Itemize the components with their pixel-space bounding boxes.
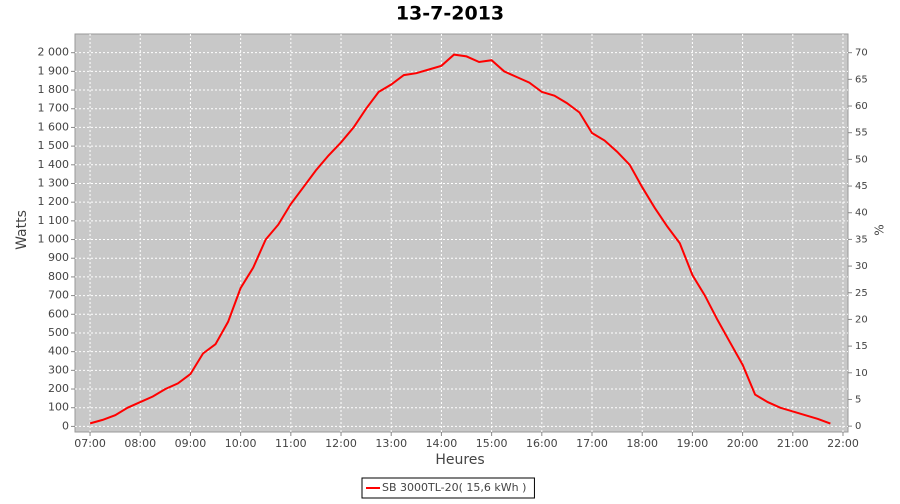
y-tick-label: 600 — [48, 307, 69, 320]
x-axis-label: Heures — [435, 452, 484, 468]
legend-label: SB 3000TL-20( 15,6 kWh ) — [382, 481, 526, 494]
x-tick-label: 12:00 — [325, 437, 357, 450]
y-tick-label: 1 600 — [38, 120, 70, 133]
y2-tick-label: 65 — [855, 74, 868, 85]
y-tick-label: 1 500 — [38, 139, 70, 152]
y-tick-label: 800 — [48, 270, 69, 283]
x-tick-label: 14:00 — [426, 437, 458, 450]
y2-tick-label: 5 — [855, 394, 861, 405]
y2-axis-label: % — [873, 224, 887, 235]
y2-tick-label: 10 — [855, 368, 868, 379]
x-tick-label: 15:00 — [476, 437, 508, 450]
y-tick-label: 1 100 — [38, 214, 70, 227]
y-tick-label: 900 — [48, 251, 69, 264]
x-tick-label: 07:00 — [74, 437, 106, 450]
y2-tick-label: 30 — [855, 261, 868, 272]
y2-tick-label: 45 — [855, 181, 868, 192]
x-tick-label: 10:00 — [225, 437, 257, 450]
x-tick-label: 18:00 — [626, 437, 658, 450]
y2-tick-label: 0 — [855, 421, 861, 432]
plot-area — [74, 33, 849, 433]
y2-tick-label: 25 — [855, 288, 868, 299]
y-axis-label: Watts — [14, 210, 30, 250]
y2-tick-label: 50 — [855, 154, 868, 165]
y-tick-label: 1 000 — [38, 233, 70, 246]
y-tick-label: 1 900 — [38, 64, 70, 77]
y2-tick-label: 35 — [855, 234, 868, 245]
y2-tick-label: 20 — [855, 314, 868, 325]
x-tick-label: 21:00 — [777, 437, 809, 450]
legend: SB 3000TL-20( 15,6 kWh ) — [361, 477, 535, 499]
y2-tick-label: 70 — [855, 48, 868, 59]
data-line — [89, 53, 831, 425]
y-tick-label: 200 — [48, 382, 69, 395]
y-tick-label: 400 — [48, 345, 69, 358]
y-tick-label: 700 — [48, 289, 69, 302]
y2-tick-label: 60 — [855, 101, 868, 112]
y2-tick-label: 40 — [855, 208, 868, 219]
y-tick-label: 1 400 — [38, 158, 70, 171]
y2-tick-label: 55 — [855, 128, 868, 139]
chart-title: 13-7-2013 — [396, 3, 504, 25]
y-tick-label: 100 — [48, 401, 69, 414]
x-tick-label: 22:00 — [827, 437, 859, 450]
x-tick-label: 16:00 — [526, 437, 558, 450]
y-tick-label: 1 800 — [38, 83, 70, 96]
x-tick-label: 17:00 — [576, 437, 608, 450]
y-tick-label: 2 000 — [38, 46, 70, 59]
x-tick-label: 08:00 — [124, 437, 156, 450]
y-tick-label: 1 200 — [38, 195, 70, 208]
x-tick-label: 20:00 — [727, 437, 759, 450]
y-tick-label: 1 300 — [38, 176, 70, 189]
y-tick-label: 300 — [48, 363, 69, 376]
x-tick-label: 11:00 — [275, 437, 307, 450]
legend-box — [361, 477, 535, 499]
x-tick-label: 09:00 — [175, 437, 207, 450]
y2-tick-label: 15 — [855, 341, 868, 352]
y-tick-label: 0 — [62, 419, 69, 432]
x-tick-label: 13:00 — [375, 437, 407, 450]
x-tick-label: 19:00 — [677, 437, 709, 450]
y-tick-label: 500 — [48, 326, 69, 339]
y-tick-label: 1 700 — [38, 102, 70, 115]
